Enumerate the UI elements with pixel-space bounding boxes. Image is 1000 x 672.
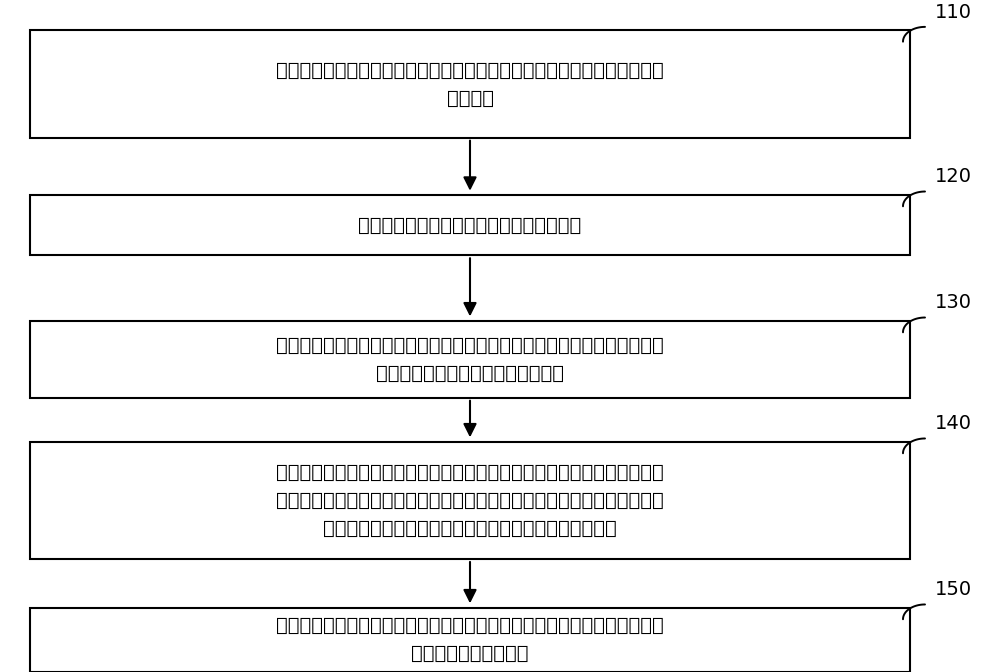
Text: 150: 150 <box>935 580 972 599</box>
Text: 130: 130 <box>935 293 972 312</box>
Text: 120: 120 <box>935 167 972 186</box>
Text: 确定所述多个点云栅格各自对应的粗糙度，并根据所述多个点云栅格各自对
应的粗糙度确定所述多个点云栅格各自对应的特征向量，其中，所述多个点
云栅格各自对应的特征向量: 确定所述多个点云栅格各自对应的粗糙度，并根据所述多个点云栅格各自对 应的粗糙度确… <box>276 463 664 538</box>
Text: 获取车辆在当前环境下的多个点云数据和所述车辆的位姿信息，并确定多个
三维栅格: 获取车辆在当前环境下的多个点云数据和所述车辆的位姿信息，并确定多个 三维栅格 <box>276 60 664 108</box>
FancyBboxPatch shape <box>30 195 910 255</box>
Text: 将所述多个点云栅格和所述多个点云栅格各自对应的特征向量进行关联存储
得到多个目标点云栅格: 将所述多个点云栅格和所述多个点云栅格各自对应的特征向量进行关联存储 得到多个目标… <box>276 616 664 663</box>
Text: 获取所述多个点云数据各自对应的位置信息: 获取所述多个点云数据各自对应的位置信息 <box>358 216 582 235</box>
FancyBboxPatch shape <box>30 607 910 672</box>
FancyBboxPatch shape <box>30 321 910 398</box>
FancyBboxPatch shape <box>30 30 910 138</box>
Text: 根据所述多个点云数据各自对应的位置信息将所述多个点云数据添加至所述
多个三维栅格中，得到多个点云栅格: 根据所述多个点云数据各自对应的位置信息将所述多个点云数据添加至所述 多个三维栅格… <box>276 336 664 383</box>
FancyBboxPatch shape <box>30 442 910 559</box>
Text: 140: 140 <box>935 414 972 433</box>
Text: 110: 110 <box>935 3 972 22</box>
